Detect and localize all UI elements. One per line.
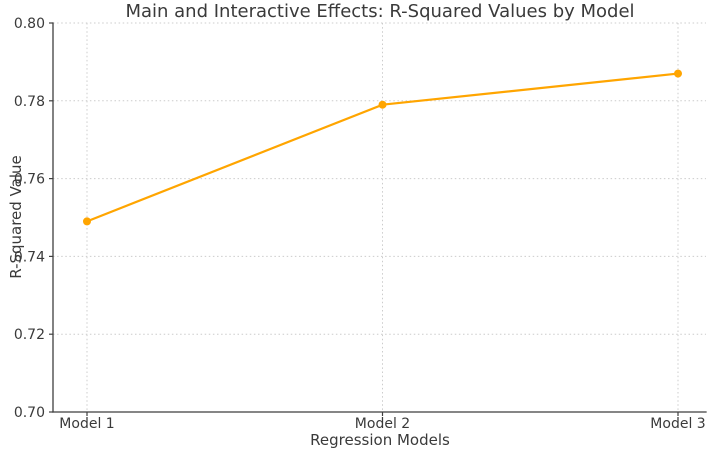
y-tick-label: 0.80 xyxy=(14,16,45,32)
x-tick-label: Model 3 xyxy=(650,416,705,432)
axes xyxy=(49,22,707,416)
y-tick-label: 0.76 xyxy=(14,172,45,188)
y-tick-label: 0.70 xyxy=(14,405,45,421)
tick-labels: 0.70 0.72 0.74 0.76 0.78 0.80 Model 1 Model 2 Mo… xyxy=(14,16,706,432)
data-point-marker xyxy=(378,100,387,109)
data-point-marker xyxy=(674,69,682,78)
data-point-marker xyxy=(83,217,91,226)
y-axis-label: R-Squared Value xyxy=(7,155,25,279)
data-series xyxy=(83,69,682,226)
gridlines xyxy=(53,22,706,413)
x-axis-label: Regression Models xyxy=(310,431,450,449)
y-tick-label: 0.72 xyxy=(14,327,45,343)
x-tick-label: Model 1 xyxy=(59,416,114,432)
y-tick-label: 0.74 xyxy=(14,249,45,265)
x-tick-label: Model 2 xyxy=(355,416,410,432)
y-tick-label: 0.78 xyxy=(14,94,45,110)
chart-title: Main and Interactive Effects: R-Squared … xyxy=(125,1,634,22)
